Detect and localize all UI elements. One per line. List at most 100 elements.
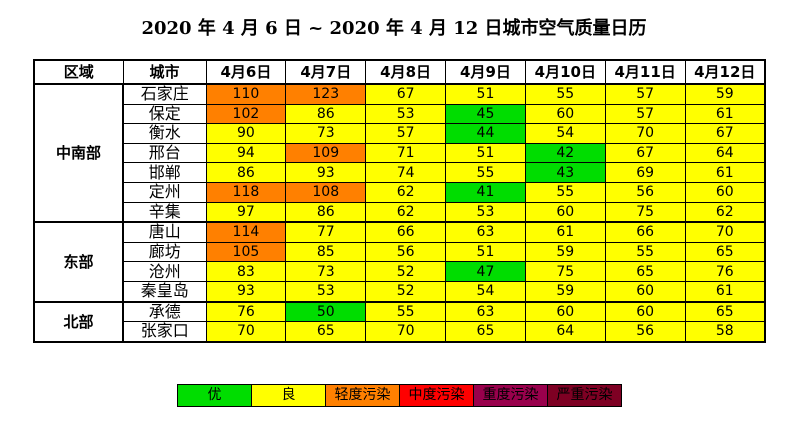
aqi-cell: 61 xyxy=(684,103,766,125)
aqi-cell: 65 xyxy=(684,300,766,323)
aqi-cell: 109 xyxy=(285,142,367,164)
aqi-cell: 56 xyxy=(604,321,686,343)
date-header: 4月6日 xyxy=(205,59,287,85)
aqi-cell: 59 xyxy=(684,82,766,105)
aqi-cell: 54 xyxy=(524,123,606,144)
city-cell: 邯郸 xyxy=(122,162,207,183)
aqi-cell: 69 xyxy=(604,162,686,183)
aqi-cell: 59 xyxy=(524,280,606,303)
aqi-cell: 110 xyxy=(205,82,287,105)
aqi-cell: 71 xyxy=(365,142,447,164)
aqi-cell: 114 xyxy=(205,221,287,243)
legend-item: 严重污染 xyxy=(548,385,621,406)
aqi-cell: 60 xyxy=(684,181,766,203)
legend-item: 良 xyxy=(252,385,326,406)
aqi-cell: 63 xyxy=(445,221,526,243)
aqi-cell: 62 xyxy=(365,201,447,223)
aqi-cell: 70 xyxy=(684,221,766,243)
city-cell: 秦皇岛 xyxy=(122,280,207,303)
city-cell: 廊坊 xyxy=(122,241,207,263)
aqi-calendar-table: 区域 城市 4月6日 4月7日 4月8日 4月9日 4月10日 4月11日 4月12日 中南部石… xyxy=(33,59,766,343)
aqi-cell: 60 xyxy=(524,201,606,223)
aqi-cell: 62 xyxy=(365,181,447,203)
aqi-cell: 52 xyxy=(365,261,447,282)
chart-title: 2020 年 4 月 6 日 ~ 2020 年 4 月 12 日城市空气质量日历 xyxy=(141,18,647,39)
aqi-cell: 90 xyxy=(205,123,287,144)
aqi-cell: 51 xyxy=(445,82,526,105)
aqi-cell: 64 xyxy=(524,321,606,343)
table-row: 张家口 70 65 70 65 64 56 58 xyxy=(34,321,766,343)
aqi-cell: 65 xyxy=(684,241,766,263)
aqi-cell: 57 xyxy=(604,82,686,105)
aqi-cell: 53 xyxy=(365,103,447,125)
aqi-cell: 67 xyxy=(365,82,447,105)
aqi-cell: 76 xyxy=(684,261,766,282)
table-row: 邢台 94 109 71 51 42 67 64 xyxy=(34,142,766,164)
city-cell: 保定 xyxy=(122,103,207,125)
date-header: 4月12日 xyxy=(684,59,766,85)
aqi-cell: 61 xyxy=(684,280,766,303)
aqi-cell: 108 xyxy=(285,181,367,203)
aqi-cell: 86 xyxy=(285,201,367,223)
aqi-cell: 52 xyxy=(365,280,447,303)
city-cell: 石家庄 xyxy=(122,82,207,105)
table-row: 邯郸 86 93 74 55 43 69 61 xyxy=(34,162,766,183)
aqi-cell: 66 xyxy=(365,221,447,243)
aqi-cell: 105 xyxy=(205,241,287,263)
city-cell: 邢台 xyxy=(122,142,207,164)
date-header: 4月10日 xyxy=(524,59,606,85)
aqi-cell: 65 xyxy=(445,321,526,343)
aqi-cell: 102 xyxy=(205,103,287,125)
aqi-cell: 67 xyxy=(684,123,766,144)
aqi-cell: 66 xyxy=(604,221,686,243)
table-row: 北部 承德 76 50 55 63 60 60 65 xyxy=(33,300,766,343)
aqi-cell: 73 xyxy=(285,123,367,144)
aqi-cell: 67 xyxy=(604,142,686,164)
aqi-cell: 59 xyxy=(524,241,606,263)
aqi-cell: 70 xyxy=(365,321,447,343)
region-cell: 东部 xyxy=(33,221,124,303)
aqi-cell: 53 xyxy=(445,201,526,223)
aqi-cell: 60 xyxy=(604,300,686,323)
column-header: 城市 xyxy=(122,59,207,85)
region-cell: 北部 xyxy=(33,300,124,343)
aqi-cell: 45 xyxy=(445,103,526,125)
aqi-cell: 50 xyxy=(285,300,367,323)
aqi-cell: 93 xyxy=(285,162,367,183)
date-header: 4月7日 xyxy=(285,59,367,85)
aqi-cell: 93 xyxy=(205,280,287,303)
aqi-cell: 55 xyxy=(365,300,447,323)
legend-item: 轻度污染 xyxy=(326,385,400,406)
aqi-cell: 97 xyxy=(205,201,287,223)
aqi-cell: 86 xyxy=(285,103,367,125)
aqi-cell: 56 xyxy=(604,181,686,203)
legend-item: 中度污染 xyxy=(400,385,474,406)
aqi-cell: 60 xyxy=(524,103,606,125)
aqi-cell: 75 xyxy=(524,261,606,282)
aqi-cell: 94 xyxy=(205,142,287,164)
aqi-cell: 123 xyxy=(285,82,367,105)
table-row: 沧州 83 73 52 47 75 65 76 xyxy=(34,261,766,282)
aqi-cell: 55 xyxy=(445,162,526,183)
city-cell: 辛集 xyxy=(122,201,207,223)
aqi-cell: 58 xyxy=(684,321,766,343)
table-row: 定州 118 108 62 41 55 56 60 xyxy=(34,181,766,203)
aqi-cell: 65 xyxy=(285,321,367,343)
aqi-cell: 61 xyxy=(684,162,766,183)
aqi-cell: 74 xyxy=(365,162,447,183)
aqi-cell: 83 xyxy=(205,261,287,282)
aqi-cell: 62 xyxy=(684,201,766,223)
table-row: 衡水 90 73 57 44 54 70 67 xyxy=(34,123,766,144)
aqi-cell: 57 xyxy=(604,103,686,125)
date-header: 4月8日 xyxy=(365,59,447,85)
aqi-cell: 43 xyxy=(524,162,606,183)
city-cell: 承德 xyxy=(122,300,207,323)
aqi-cell: 75 xyxy=(604,201,686,223)
aqi-cell: 77 xyxy=(285,221,367,243)
aqi-cell: 56 xyxy=(365,241,447,263)
aqi-cell: 70 xyxy=(205,321,287,343)
aqi-cell: 60 xyxy=(524,300,606,323)
legend: 优良轻度污染 中度污染 重度污染 严重污染 xyxy=(177,384,622,407)
city-cell: 沧州 xyxy=(122,261,207,282)
table-row: 廊坊 105 85 56 51 59 55 65 xyxy=(34,241,766,263)
